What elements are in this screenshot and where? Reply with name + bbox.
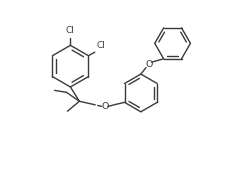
Text: O: O: [145, 60, 153, 69]
Text: O: O: [101, 102, 108, 111]
Text: Cl: Cl: [97, 41, 106, 50]
Text: Cl: Cl: [66, 26, 75, 35]
